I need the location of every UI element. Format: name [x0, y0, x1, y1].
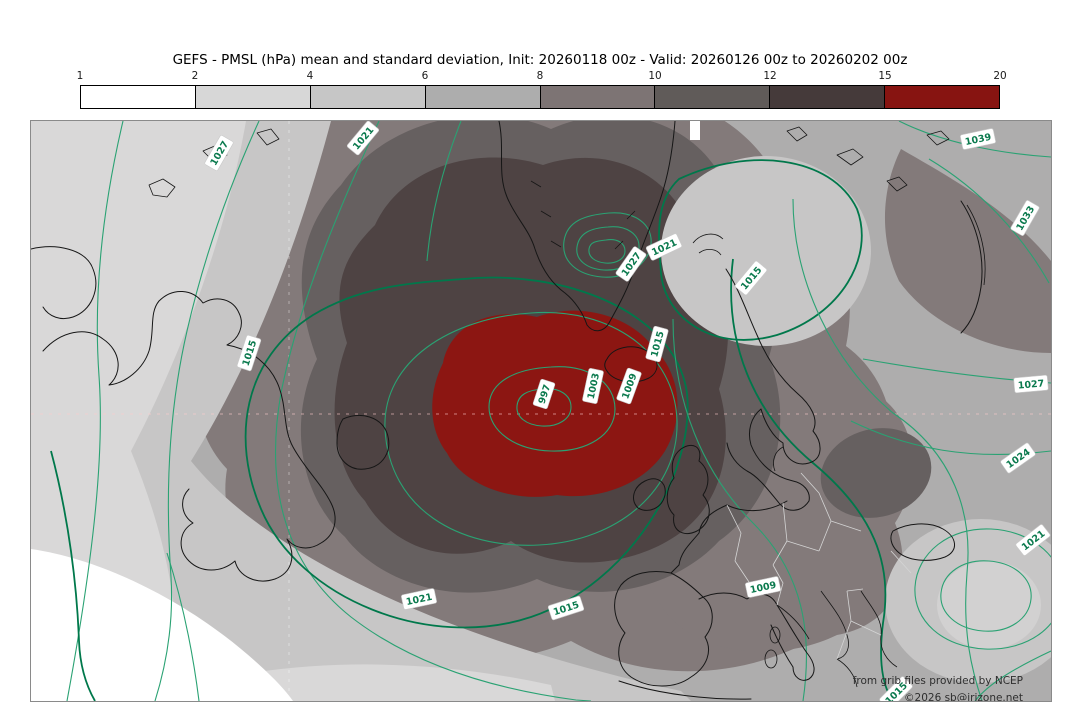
- contour-label: 1021: [346, 121, 380, 156]
- colorbar-ticks: 1 2 4 6 8 10 12 15 20: [76, 70, 1007, 85]
- svg-text:1039: 1039: [964, 132, 992, 148]
- colorbar-segment: [885, 86, 999, 108]
- contour-label: 1015: [547, 595, 585, 621]
- graticule: [31, 121, 1051, 701]
- attribution-copyright: ©2026 sb@irizone.net: [904, 692, 1023, 701]
- contour-label: 1027: [1013, 374, 1049, 394]
- svg-text:1003: 1003: [586, 372, 602, 400]
- colorbar-tick: 4: [306, 70, 314, 82]
- contour-label: 1021: [401, 588, 437, 610]
- contour-label: 1039: [960, 128, 996, 150]
- attribution: from grib files provided by NCEP ©2026 s…: [853, 675, 1023, 701]
- svg-text:1027: 1027: [1017, 378, 1044, 391]
- colorbar-segment: [195, 86, 311, 108]
- colorbar-segments: [80, 85, 1000, 109]
- colorbar-tick: 15: [878, 70, 892, 82]
- colorbar-tick: 8: [536, 70, 544, 82]
- svg-text:1009: 1009: [749, 580, 777, 596]
- colorbar-tick: 1: [76, 70, 84, 82]
- forecast-map: 1027 1021 1027 1021 1015 1039 1033 1015 997 1003 1…: [30, 120, 1052, 702]
- contour-label: 1015: [236, 334, 262, 372]
- attribution-ncep: from grib files provided by NCEP: [853, 675, 1023, 687]
- colorbar-tick: 2: [191, 70, 199, 82]
- pressure-contours: [50, 121, 1051, 701]
- contour-label: 1009: [745, 576, 781, 598]
- colorbar-segment: [655, 86, 771, 108]
- contour-label: 1027: [615, 246, 647, 282]
- colorbar-tick: 10: [648, 70, 662, 82]
- svg-text:1021: 1021: [405, 592, 433, 608]
- colorbar-segment: [310, 86, 426, 108]
- colorbar-segment: [770, 86, 886, 108]
- contour-label: 997: [532, 378, 556, 410]
- colorbar-tick: 20: [993, 70, 1007, 82]
- colorbar-tick: 6: [421, 70, 429, 82]
- colorbar-segment: [81, 86, 196, 108]
- colorbar-segment: [425, 86, 541, 108]
- coastlines: [31, 121, 986, 700]
- contour-label: 1015: [645, 325, 669, 363]
- colorbar-tick: 12: [763, 70, 777, 82]
- colorbar-segment: [540, 86, 656, 108]
- colorbar: 1 2 4 6 8 10 12 15 20: [76, 70, 1007, 109]
- contour-label: 1003: [582, 368, 604, 404]
- chart-title: GEFS - PMSL (hPa) mean and standard devi…: [172, 52, 908, 68]
- stddev-shading: [31, 121, 1051, 701]
- country-borders: [726, 472, 912, 660]
